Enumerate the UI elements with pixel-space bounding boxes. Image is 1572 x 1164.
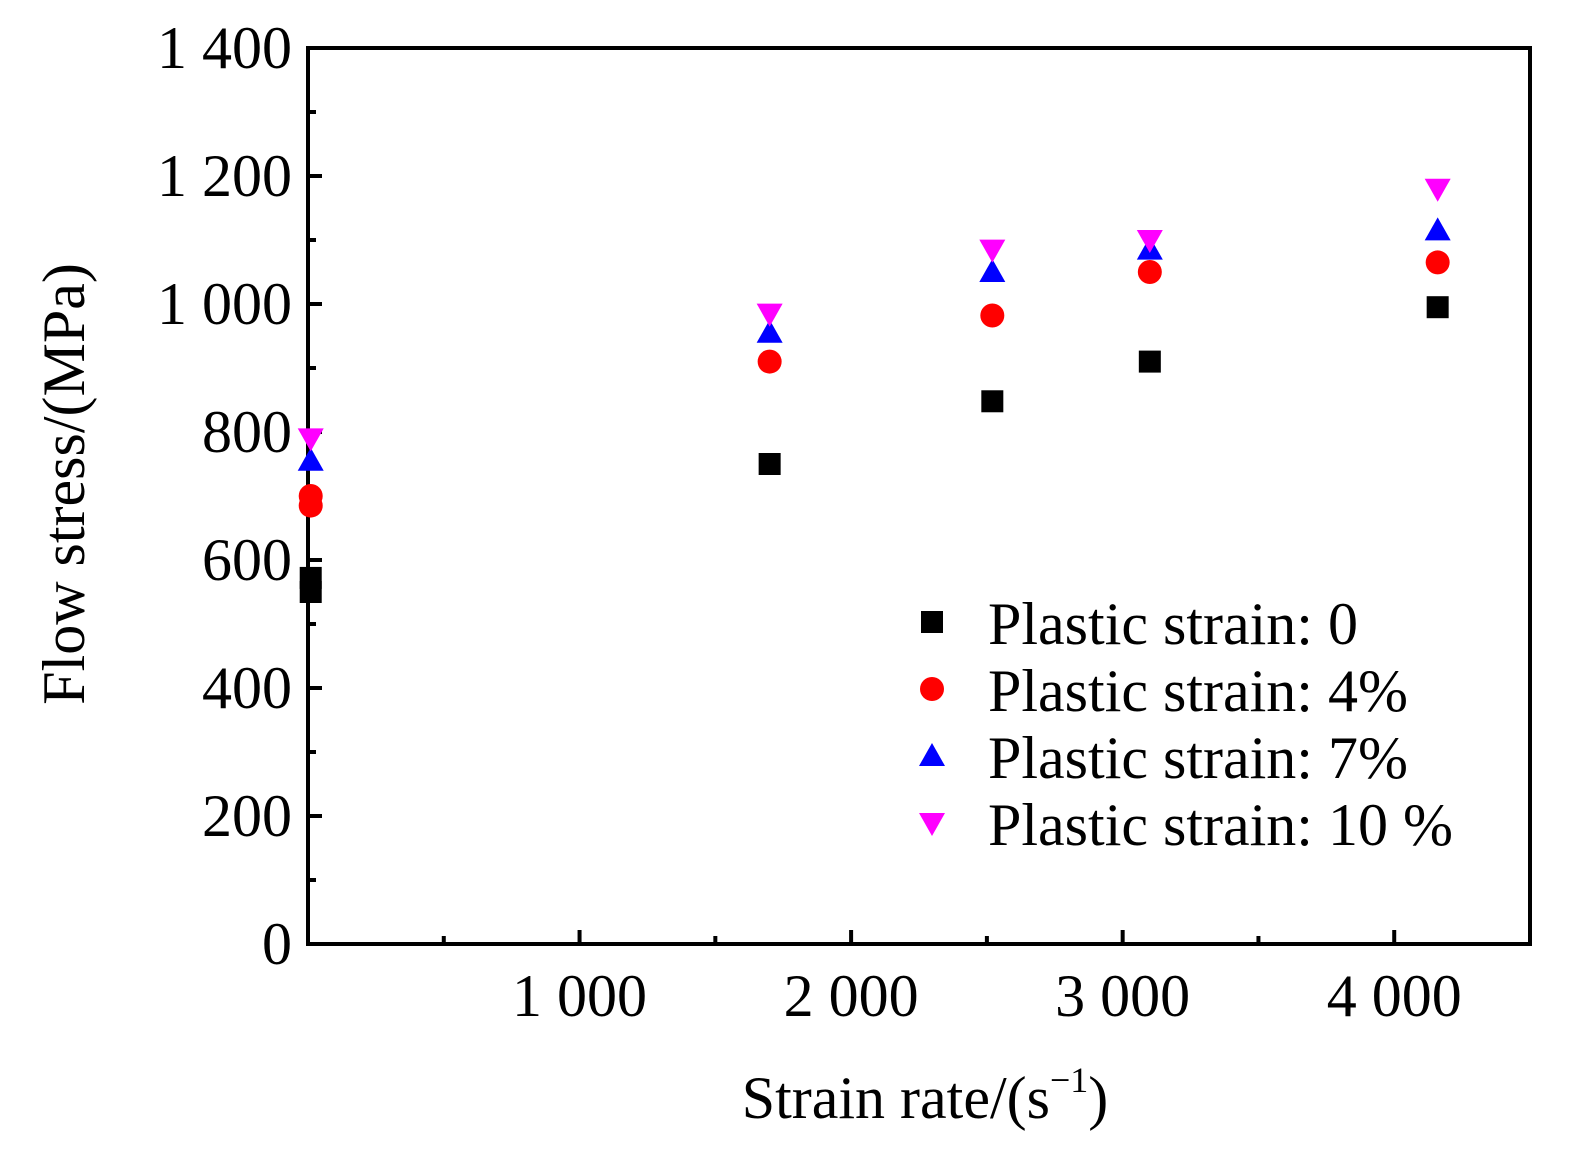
y-tick-label: 0 — [262, 911, 292, 977]
data-point — [299, 566, 322, 589]
series-1 — [298, 250, 1450, 518]
y-tick-label: 200 — [202, 783, 292, 849]
series-2 — [297, 217, 1451, 471]
x-axis-title: Strain rate/(s−1) — [742, 1060, 1109, 1131]
series-0 — [299, 296, 1449, 603]
data-point — [756, 303, 783, 327]
x-axis-title-sup: −1 — [1050, 1060, 1088, 1100]
data-point — [1137, 260, 1162, 284]
data-point — [979, 239, 1006, 263]
data-point — [297, 447, 324, 471]
legend-marker — [921, 611, 943, 633]
data-point — [979, 259, 1006, 282]
y-tick-label: 800 — [202, 399, 292, 465]
x-tick-label: 2 000 — [784, 963, 919, 1029]
legend-marker — [919, 813, 945, 836]
data-point — [297, 428, 324, 452]
data-point — [298, 484, 323, 508]
y-tick-label: 400 — [202, 655, 292, 721]
legend-label: Plastic strain: 10 % — [988, 792, 1453, 858]
data-point — [1426, 296, 1449, 319]
legend-marker — [919, 743, 945, 766]
data-point — [756, 319, 783, 343]
axes-layer: 0 200 400 600 800 1 000 1 200 1 400 1 000 2 000 3 … — [157, 15, 1532, 1029]
series-3 — [297, 178, 1451, 452]
data-point — [758, 453, 781, 475]
data-point — [1424, 178, 1451, 202]
data-point — [1138, 350, 1161, 373]
data-point — [1425, 250, 1450, 275]
x-tick-label: 4 000 — [1327, 963, 1462, 1029]
y-tick-label: 1 400 — [157, 15, 292, 81]
y-tick-label: 600 — [202, 527, 292, 593]
legend-label: Plastic strain: 4% — [988, 658, 1408, 724]
legend-marker — [920, 677, 944, 701]
x-axis-title-main: Strain rate/(s — [742, 1065, 1050, 1131]
y-tick-label: 1 000 — [157, 271, 292, 337]
data-marks — [297, 178, 1451, 603]
data-point — [980, 303, 1005, 328]
x-tick-label: 3 000 — [1055, 963, 1190, 1029]
y-tick-label: 1 200 — [157, 143, 292, 209]
legend-label: Plastic strain: 7% — [988, 725, 1408, 791]
data-point — [1136, 230, 1163, 253]
x-tick-label: 1 000 — [512, 963, 647, 1029]
data-point — [757, 349, 782, 374]
data-point — [1424, 217, 1451, 241]
y-axis-title: Flow stress/(MPa) — [31, 263, 97, 705]
data-point — [981, 390, 1004, 413]
x-axis-title-close: ) — [1088, 1065, 1108, 1131]
legend-label: Plastic strain: 0 — [988, 591, 1358, 657]
